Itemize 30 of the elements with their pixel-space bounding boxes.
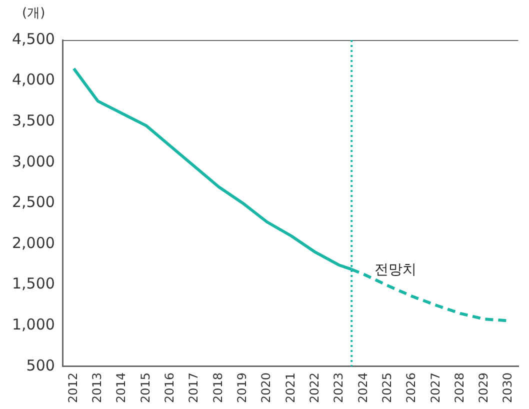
x-tick-label: 2013 bbox=[90, 372, 104, 404]
y-tick-label: 2,500 bbox=[12, 193, 55, 212]
x-tick-label: 2016 bbox=[162, 372, 177, 404]
y-tick-label: 1,000 bbox=[12, 316, 55, 334]
x-tick-label: 2030 bbox=[500, 372, 515, 404]
y-tick-label: 1,500 bbox=[12, 274, 55, 293]
x-tick-label: 2017 bbox=[186, 372, 201, 404]
x-tick-label: 2019 bbox=[235, 372, 250, 404]
annotation: 전망치 bbox=[374, 262, 416, 278]
x-tick-label: 2026 bbox=[404, 372, 418, 404]
x-tick-label: 2027 bbox=[428, 372, 442, 404]
x-tick-label: 2025 bbox=[380, 372, 394, 404]
y-tick-label: 500 bbox=[26, 356, 55, 374]
x-tick-label: 2029 bbox=[476, 372, 491, 404]
x-tick-label: 2018 bbox=[210, 372, 225, 404]
y-tick-label: 2,000 bbox=[12, 234, 55, 252]
x-tick-label: 2028 bbox=[452, 372, 466, 404]
x-tick-label: 2012 bbox=[66, 372, 80, 404]
y-axis-title: (개) bbox=[22, 5, 46, 22]
x-tick-label: 2015 bbox=[138, 372, 152, 404]
y-tick-label: 4,500 bbox=[12, 30, 55, 48]
y-tick-label: 3,000 bbox=[12, 152, 55, 170]
x-tick-label: 2023 bbox=[332, 372, 346, 404]
x-tick-label: 2021 bbox=[283, 372, 298, 404]
x-tick-label: 2022 bbox=[307, 372, 322, 404]
x-tick-label: 2024 bbox=[356, 372, 370, 404]
y-tick-label: 3,500 bbox=[12, 112, 55, 130]
x-tick-label: 2014 bbox=[114, 372, 128, 404]
y-tick-label: 4,000 bbox=[12, 70, 55, 89]
x-tick-label: 2020 bbox=[259, 372, 274, 404]
